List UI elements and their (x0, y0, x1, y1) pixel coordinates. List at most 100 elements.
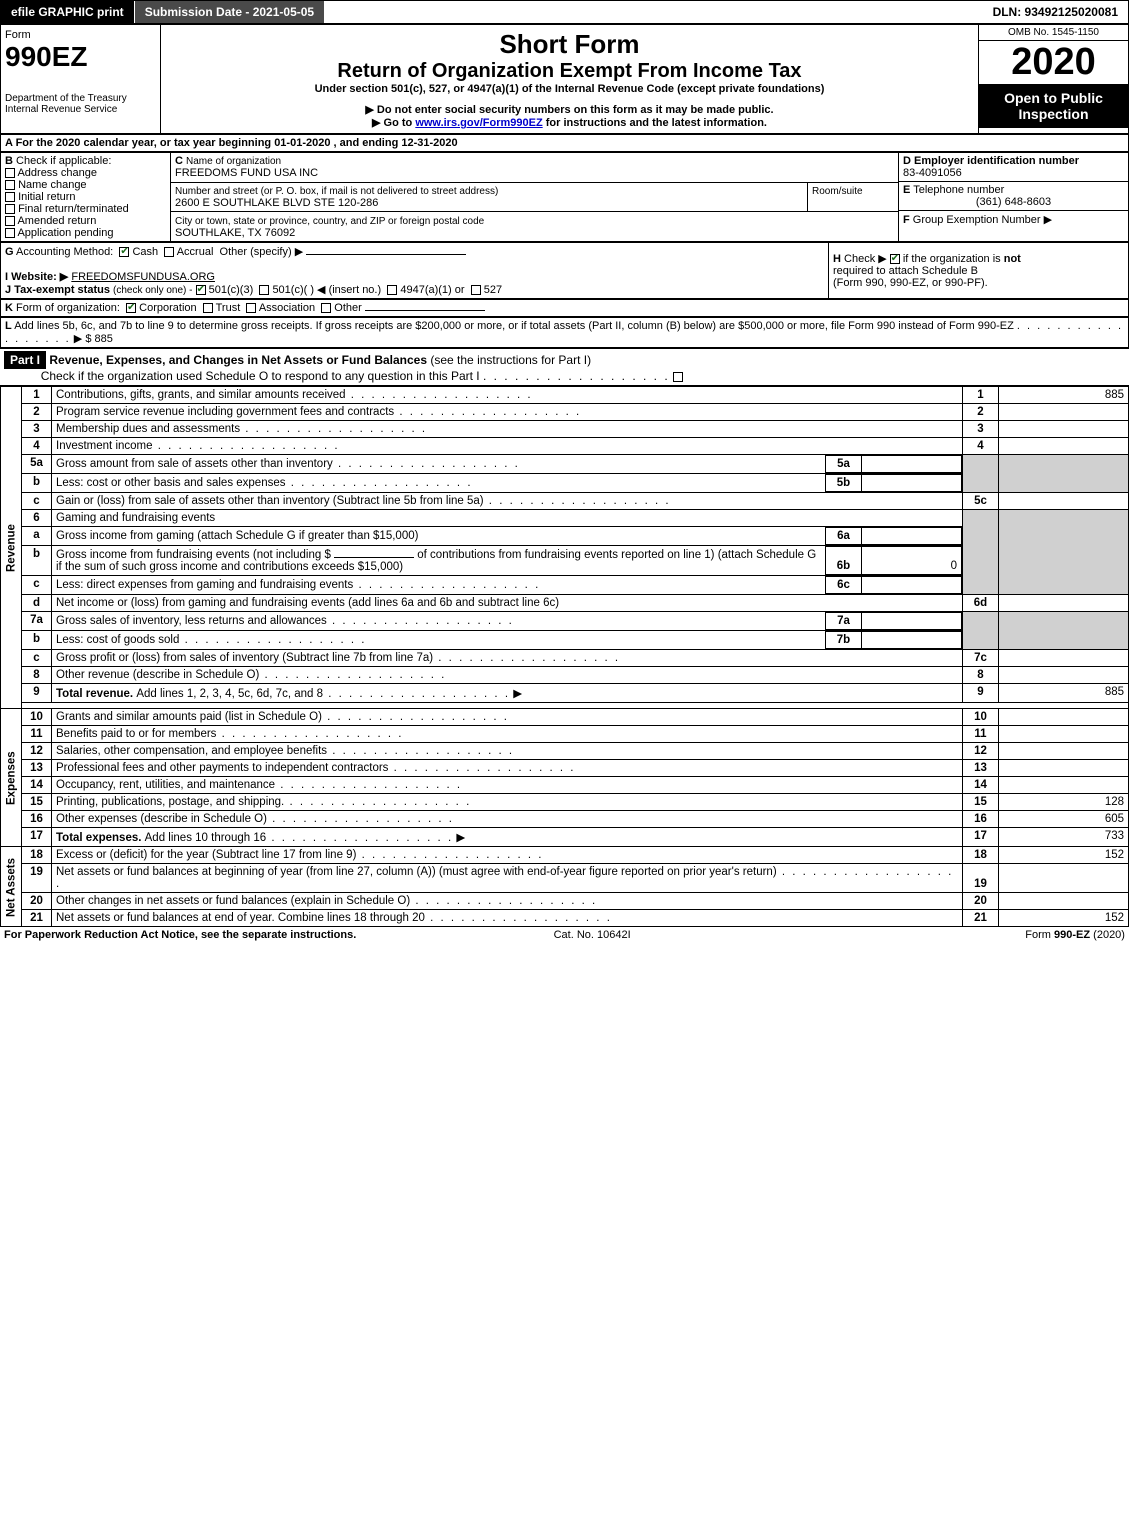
other-method-input[interactable] (306, 254, 466, 255)
other-org-input[interactable] (365, 310, 485, 311)
line-6-text: Gaming and fundraising events (52, 510, 963, 527)
line-2-text: Program service revenue including govern… (52, 404, 963, 421)
line-18-num: 18 (22, 847, 52, 864)
line-7a-num: 7a (22, 612, 52, 631)
dept-irs: Internal Revenue Service (5, 104, 156, 115)
b-label: B (5, 155, 13, 167)
k-text: Form of organization: (16, 302, 120, 314)
association-checkbox[interactable] (246, 303, 256, 313)
initial-return-checkbox[interactable] (5, 192, 15, 202)
dln-label: DLN: 93492125020081 (983, 1, 1128, 23)
line-9-text: Total revenue. Add lines 1, 2, 3, 4, 5c,… (52, 684, 963, 703)
line-19-amt (999, 864, 1129, 893)
accrual-label: Accrual (177, 246, 214, 258)
line-6-num: 6 (22, 510, 52, 527)
line-17-amt: 733 (999, 828, 1129, 847)
501c-checkbox[interactable] (259, 285, 269, 295)
c-text: Name of organization (186, 156, 281, 167)
irs-link[interactable]: www.irs.gov/Form990EZ (415, 117, 542, 129)
accrual-checkbox[interactable] (164, 247, 174, 257)
h-text-post: if the organization is (903, 253, 1004, 265)
4947-checkbox[interactable] (387, 285, 397, 295)
amended-return-checkbox[interactable] (5, 216, 15, 226)
city-label: City or town, state or province, country… (175, 216, 484, 227)
amended-return-label: Amended return (17, 215, 96, 227)
note-goto-post: for instructions and the latest informat… (543, 117, 767, 129)
line-18-text: Excess or (deficit) for the year (Subtra… (52, 847, 963, 864)
j-note: (check only one) - (113, 285, 192, 296)
title-short-form: Short Form (165, 29, 974, 60)
other-org-checkbox[interactable] (321, 303, 331, 313)
line-4-box: 4 (963, 438, 999, 455)
h-not: not (1004, 253, 1021, 265)
page-footer: For Paperwork Reduction Act Notice, see … (0, 927, 1129, 943)
line-14-box: 14 (963, 777, 999, 794)
line-7b-cell: Less: cost of goods sold 7b (52, 631, 963, 650)
h-checkbox[interactable] (890, 254, 900, 264)
line-10-text: Grants and similar amounts paid (list in… (52, 709, 963, 726)
trust-checkbox[interactable] (203, 303, 213, 313)
line-13-num: 13 (22, 760, 52, 777)
line-19-box: 19 (963, 864, 999, 893)
final-return-checkbox[interactable] (5, 204, 15, 214)
addr-label: Number and street (or P. O. box, if mail… (175, 186, 498, 197)
line-6a-num: a (22, 527, 52, 546)
line-4-num: 4 (22, 438, 52, 455)
cash-checkbox[interactable] (119, 247, 129, 257)
tax-year: 2020 (979, 41, 1128, 84)
efile-print-button[interactable]: efile GRAPHIC print (1, 1, 135, 23)
line-6c-num: c (22, 576, 52, 595)
line-5c-box: 5c (963, 493, 999, 510)
line-6d-amt (999, 595, 1129, 612)
line-3-num: 3 (22, 421, 52, 438)
ein-value: 83-4091056 (903, 167, 962, 179)
gray-6-amt (999, 510, 1129, 595)
line-16-amt: 605 (999, 811, 1129, 828)
line-15-box: 15 (963, 794, 999, 811)
form-header-table: Form 990EZ Department of the Treasury In… (0, 24, 1129, 134)
line-13-amt (999, 760, 1129, 777)
line-5b-cell: Less: cost or other basis and sales expe… (52, 474, 963, 493)
527-label: 527 (484, 284, 502, 296)
l-label: L (5, 320, 12, 332)
initial-return-label: Initial return (18, 191, 75, 203)
line-20-num: 20 (22, 893, 52, 910)
line-2-box: 2 (963, 404, 999, 421)
line-14-amt (999, 777, 1129, 794)
application-pending-checkbox[interactable] (5, 228, 15, 238)
address-change-checkbox[interactable] (5, 168, 15, 178)
telephone-value: (361) 648-8603 (903, 196, 1124, 208)
line-6a-cell: Gross income from gaming (attach Schedul… (52, 527, 963, 546)
527-checkbox[interactable] (471, 285, 481, 295)
other-method-label: Other (specify) ▶ (220, 246, 304, 258)
expenses-side-label: Expenses (1, 709, 22, 847)
line-3-text: Membership dues and assessments (52, 421, 963, 438)
line-3-amt (999, 421, 1129, 438)
cash-label: Cash (132, 246, 158, 258)
line-3-box: 3 (963, 421, 999, 438)
lines-table: Revenue 1 Contributions, gifts, grants, … (0, 386, 1129, 927)
line-17-num: 17 (22, 828, 52, 847)
name-change-checkbox[interactable] (5, 180, 15, 190)
part-i-schedule-o-checkbox[interactable] (673, 372, 683, 382)
e-text: Telephone number (913, 184, 1004, 196)
corporation-checkbox[interactable] (126, 303, 136, 313)
line-12-num: 12 (22, 743, 52, 760)
line-7c-amt (999, 650, 1129, 667)
line-4-amt (999, 438, 1129, 455)
website-value[interactable]: FREEDOMSFUNDUSA.ORG (71, 271, 215, 283)
line-15-amt: 128 (999, 794, 1129, 811)
org-name: FREEDOMS FUND USA INC (175, 167, 318, 179)
entity-block: B Check if applicable: Address change Na… (0, 152, 1129, 242)
fundraising-amount-input[interactable] (334, 557, 414, 558)
gray-5-amt (999, 455, 1129, 493)
line-19-text: Net assets or fund balances at beginning… (52, 864, 963, 893)
line-7c-num: c (22, 650, 52, 667)
line-8-amt (999, 667, 1129, 684)
501c3-checkbox[interactable] (196, 285, 206, 295)
line-11-box: 11 (963, 726, 999, 743)
line-19-num: 19 (22, 864, 52, 893)
line-2-amt (999, 404, 1129, 421)
line-21-box: 21 (963, 910, 999, 927)
note-goto: ▶ Go to www.irs.gov/Form990EZ for instru… (165, 116, 974, 129)
